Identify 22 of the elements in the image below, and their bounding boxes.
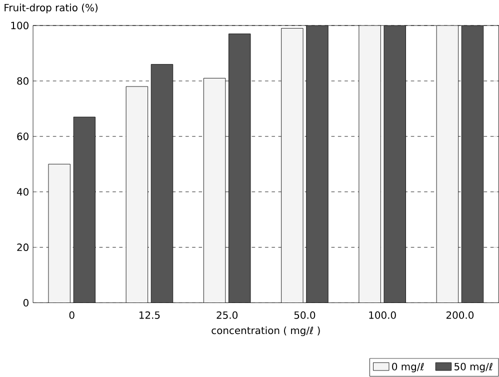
x-tick-label: 100.0: [369, 312, 396, 320]
x-tick-label: 12.5: [140, 312, 160, 320]
legend-label: 50 mg/ℓ: [454, 363, 492, 373]
y-tick-label: 80: [17, 77, 28, 85]
bar: [306, 26, 328, 303]
bar: [228, 34, 251, 303]
y-tick-label: 100: [11, 22, 28, 30]
y-tick-label: 60: [17, 132, 28, 140]
x-axis-title: concentration ( mg/ℓ ): [212, 326, 320, 336]
bar: [150, 64, 174, 303]
x-tick-label: 200.0: [446, 312, 474, 320]
bar: [73, 117, 96, 303]
y-tick-label: 40: [16, 188, 28, 196]
bar: [384, 26, 406, 303]
legend-label: 0 mg/ℓ: [392, 363, 424, 373]
y-tick-label: 20: [17, 244, 28, 252]
y-tick-label: 0: [23, 299, 28, 307]
y-axis-title: Fruit-drop ratio (%): [4, 4, 98, 14]
bar: [461, 26, 484, 303]
x-tick-label: 50.0: [294, 312, 316, 320]
x-tick-label: 0: [69, 312, 74, 320]
x-tick-label: 25.0: [216, 312, 238, 320]
